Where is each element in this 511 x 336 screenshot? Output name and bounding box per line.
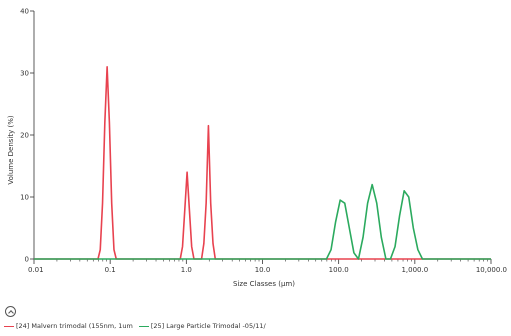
y-tick-label: 0 [25,256,29,264]
legend-label: [25] Large Particle Trimodal -05/11/ [150,322,266,330]
legend-item-1[interactable]: [24] Malvern trimodal (155nm, 1um [4,322,133,330]
legend-label: [24] Malvern trimodal (155nm, 1um [16,322,133,330]
legend-swatch [138,325,149,327]
legend: [24] Malvern trimodal (155nm, 1um [25] La… [4,320,272,332]
x-tick-label: 10,000.0 [476,266,507,274]
y-tick-label: 10 [20,194,29,202]
x-axis-title: Size Classes (μm) [233,280,295,288]
chart-plot: 0 10 20 30 40 0.01 0.1 1.0 10.0 100.0 1,000.0 10,0… [7,8,507,289]
x-tick-label: 0.01 [28,266,44,274]
series-line-1 [34,66,491,260]
x-tick-label: 1,000.0 [401,266,428,274]
x-tick-label: 0.1 [105,266,116,274]
x-tick-label: 10.0 [255,266,271,274]
series-lines [34,66,491,260]
y-tick-label: 40 [20,8,29,16]
y-tick-label: 30 [20,70,29,78]
x-axis: 0.01 0.1 1.0 10.0 100.0 1,000.0 10,000.0 [28,258,507,274]
series-line-2 [34,183,491,260]
legend-item-2[interactable]: [25] Large Particle Trimodal -05/11/ [138,322,266,330]
legend-swatch [4,325,14,327]
y-tick-label: 20 [20,132,29,140]
x-tick-label: 100.0 [329,266,349,274]
y-axis: 0 10 20 30 40 [20,8,35,264]
y-axis-title: Volume Density (%) [7,115,15,184]
x-tick-label: 1.0 [181,266,192,274]
chevron-up-icon[interactable] [5,306,16,317]
